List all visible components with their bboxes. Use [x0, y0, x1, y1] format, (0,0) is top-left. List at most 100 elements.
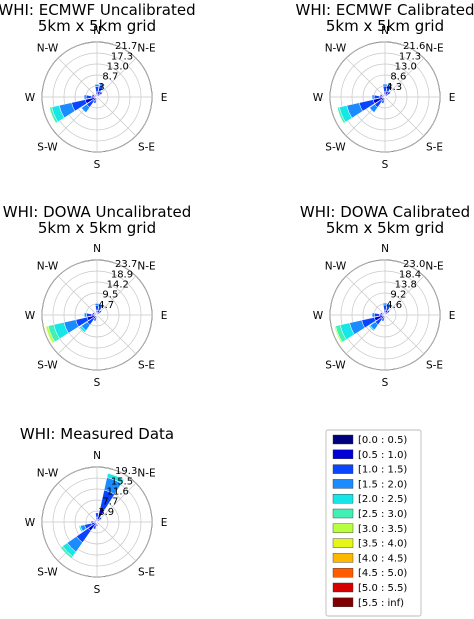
angular-gridline [96, 482, 137, 523]
wind-sector-bin [382, 302, 388, 306]
legend-swatch [332, 449, 354, 459]
wind-sector-bin [97, 314, 100, 316]
direction-label: W [313, 310, 324, 322]
angular-gridline [345, 57, 386, 98]
legend-label: [0.0 : 0.5) [358, 435, 407, 446]
direction-label: N [381, 243, 389, 255]
wind-sector-bin [97, 97, 100, 100]
wind-sector-bin [387, 82, 394, 87]
radial-tick-label: 3 [98, 82, 104, 93]
legend-swatch [332, 538, 354, 548]
direction-label: S-W [37, 567, 58, 579]
direction-label: S-E [426, 142, 443, 154]
legend-label: [3.5 : 4.0) [358, 539, 407, 550]
wind-sector-bin [383, 94, 386, 97]
wind-sector-bin [382, 83, 388, 87]
wind-sector-bin [78, 525, 83, 533]
direction-label: S-E [138, 360, 155, 372]
angular-gridline [384, 96, 425, 137]
wind-sector-bin [83, 312, 88, 318]
legend-label: [3.0 : 3.5) [358, 524, 407, 535]
direction-label: N-W [37, 43, 59, 55]
chart-title-line: WHI: DOWA Calibrated [300, 203, 470, 221]
direction-label: W [25, 92, 36, 104]
wind-sector-bin [369, 103, 379, 113]
wind-sector-bin [99, 82, 106, 88]
legend-label: [4.5 : 5.0) [358, 568, 407, 579]
direction-label: S [382, 377, 389, 389]
wind-sector-bin [373, 94, 380, 100]
legend-swatch [332, 523, 354, 533]
wind-sector-bin [383, 312, 386, 315]
radial-tick-label: 17.3 [399, 51, 421, 62]
direction-label: N-E [137, 43, 155, 55]
legend-swatch [332, 479, 354, 489]
wind-sector-bin [336, 107, 345, 124]
wind-sector-bin [97, 315, 99, 317]
chart-title-line: 5km x 5km grid [326, 17, 444, 35]
chart-title-line: 5km x 5km grid [38, 17, 156, 35]
wind-sector-bin [79, 325, 87, 333]
wind-sector-bin [83, 94, 87, 100]
chart-title-line: WHI: ECMWF Uncalibrated [0, 1, 196, 19]
legend-swatch [332, 582, 354, 593]
legend-label: [1.5 : 2.0) [358, 479, 407, 490]
direction-label: W [313, 92, 324, 104]
wind-sector-bin [385, 314, 388, 316]
direction-label: N-E [425, 43, 443, 55]
legend-swatch [332, 597, 354, 607]
legend: [0.0 : 0.5) [0.5 : 1.0) [1.0 : 1.5) [1.5 : … [325, 429, 422, 617]
radial-tick-label: 13.0 [107, 62, 129, 73]
direction-label: S-W [37, 360, 58, 372]
wind-sector-bin [92, 312, 95, 315]
radial-tick-label: 9.5 [102, 290, 118, 301]
wind-sector-bin [97, 96, 100, 98]
wind-sector-bin [368, 325, 375, 332]
direction-label: E [449, 92, 456, 104]
wind-sector-bin [385, 315, 387, 317]
wind-sector-bin [94, 84, 100, 87]
wind-sector-bin [371, 312, 375, 318]
direction-label: N-E [425, 261, 443, 273]
wind-sector-bin [373, 312, 380, 318]
direction-label: S [94, 377, 101, 389]
direction-label: N-W [37, 468, 59, 480]
wind-sector-bin [98, 91, 103, 96]
direction-label: E [161, 310, 168, 322]
wind-sector-bin [380, 312, 383, 315]
radial-tick-label: 23.0 [403, 259, 425, 270]
wind-sector-bin [92, 525, 97, 530]
radial-tick-label: 21.7 [115, 41, 137, 52]
wind-sector-bin [97, 522, 100, 525]
radial-tick-label: 3.9 [98, 507, 114, 518]
chart-title-line: WHI: Measured Data [20, 425, 174, 443]
direction-label: S-W [325, 360, 346, 372]
wind-sector-bin [97, 521, 100, 523]
legend-swatch [332, 434, 354, 445]
angular-gridline [384, 314, 425, 355]
legend-swatch [332, 494, 354, 504]
wind-sector-bin [381, 317, 385, 322]
direction-label: E [449, 310, 456, 322]
angular-gridline [57, 57, 98, 98]
direction-label: N [93, 25, 101, 37]
radial-tick-label: 13.0 [395, 62, 417, 73]
angular-gridline [96, 521, 137, 562]
radial-tick-label: 14.2 [107, 280, 129, 291]
chart-title-line: WHI: DOWA Uncalibrated [3, 203, 192, 221]
wind-sector-bin [98, 303, 104, 308]
direction-label: W [25, 517, 36, 529]
wind-sector-bin [385, 96, 388, 98]
direction-label: S [94, 159, 101, 171]
direction-label: E [161, 92, 168, 104]
radial-tick-label: 18.4 [399, 269, 421, 280]
radial-tick-label: 17.3 [111, 51, 133, 62]
wind-sector-bin [371, 94, 375, 100]
radial-tick-label: 4.7 [98, 300, 114, 311]
wind-sector-bin [60, 545, 74, 559]
wind-sector-bin [386, 309, 391, 314]
radial-tick-label: 21.6 [403, 41, 425, 52]
direction-label: S-E [138, 142, 155, 154]
wind-sector-bin [334, 325, 343, 344]
